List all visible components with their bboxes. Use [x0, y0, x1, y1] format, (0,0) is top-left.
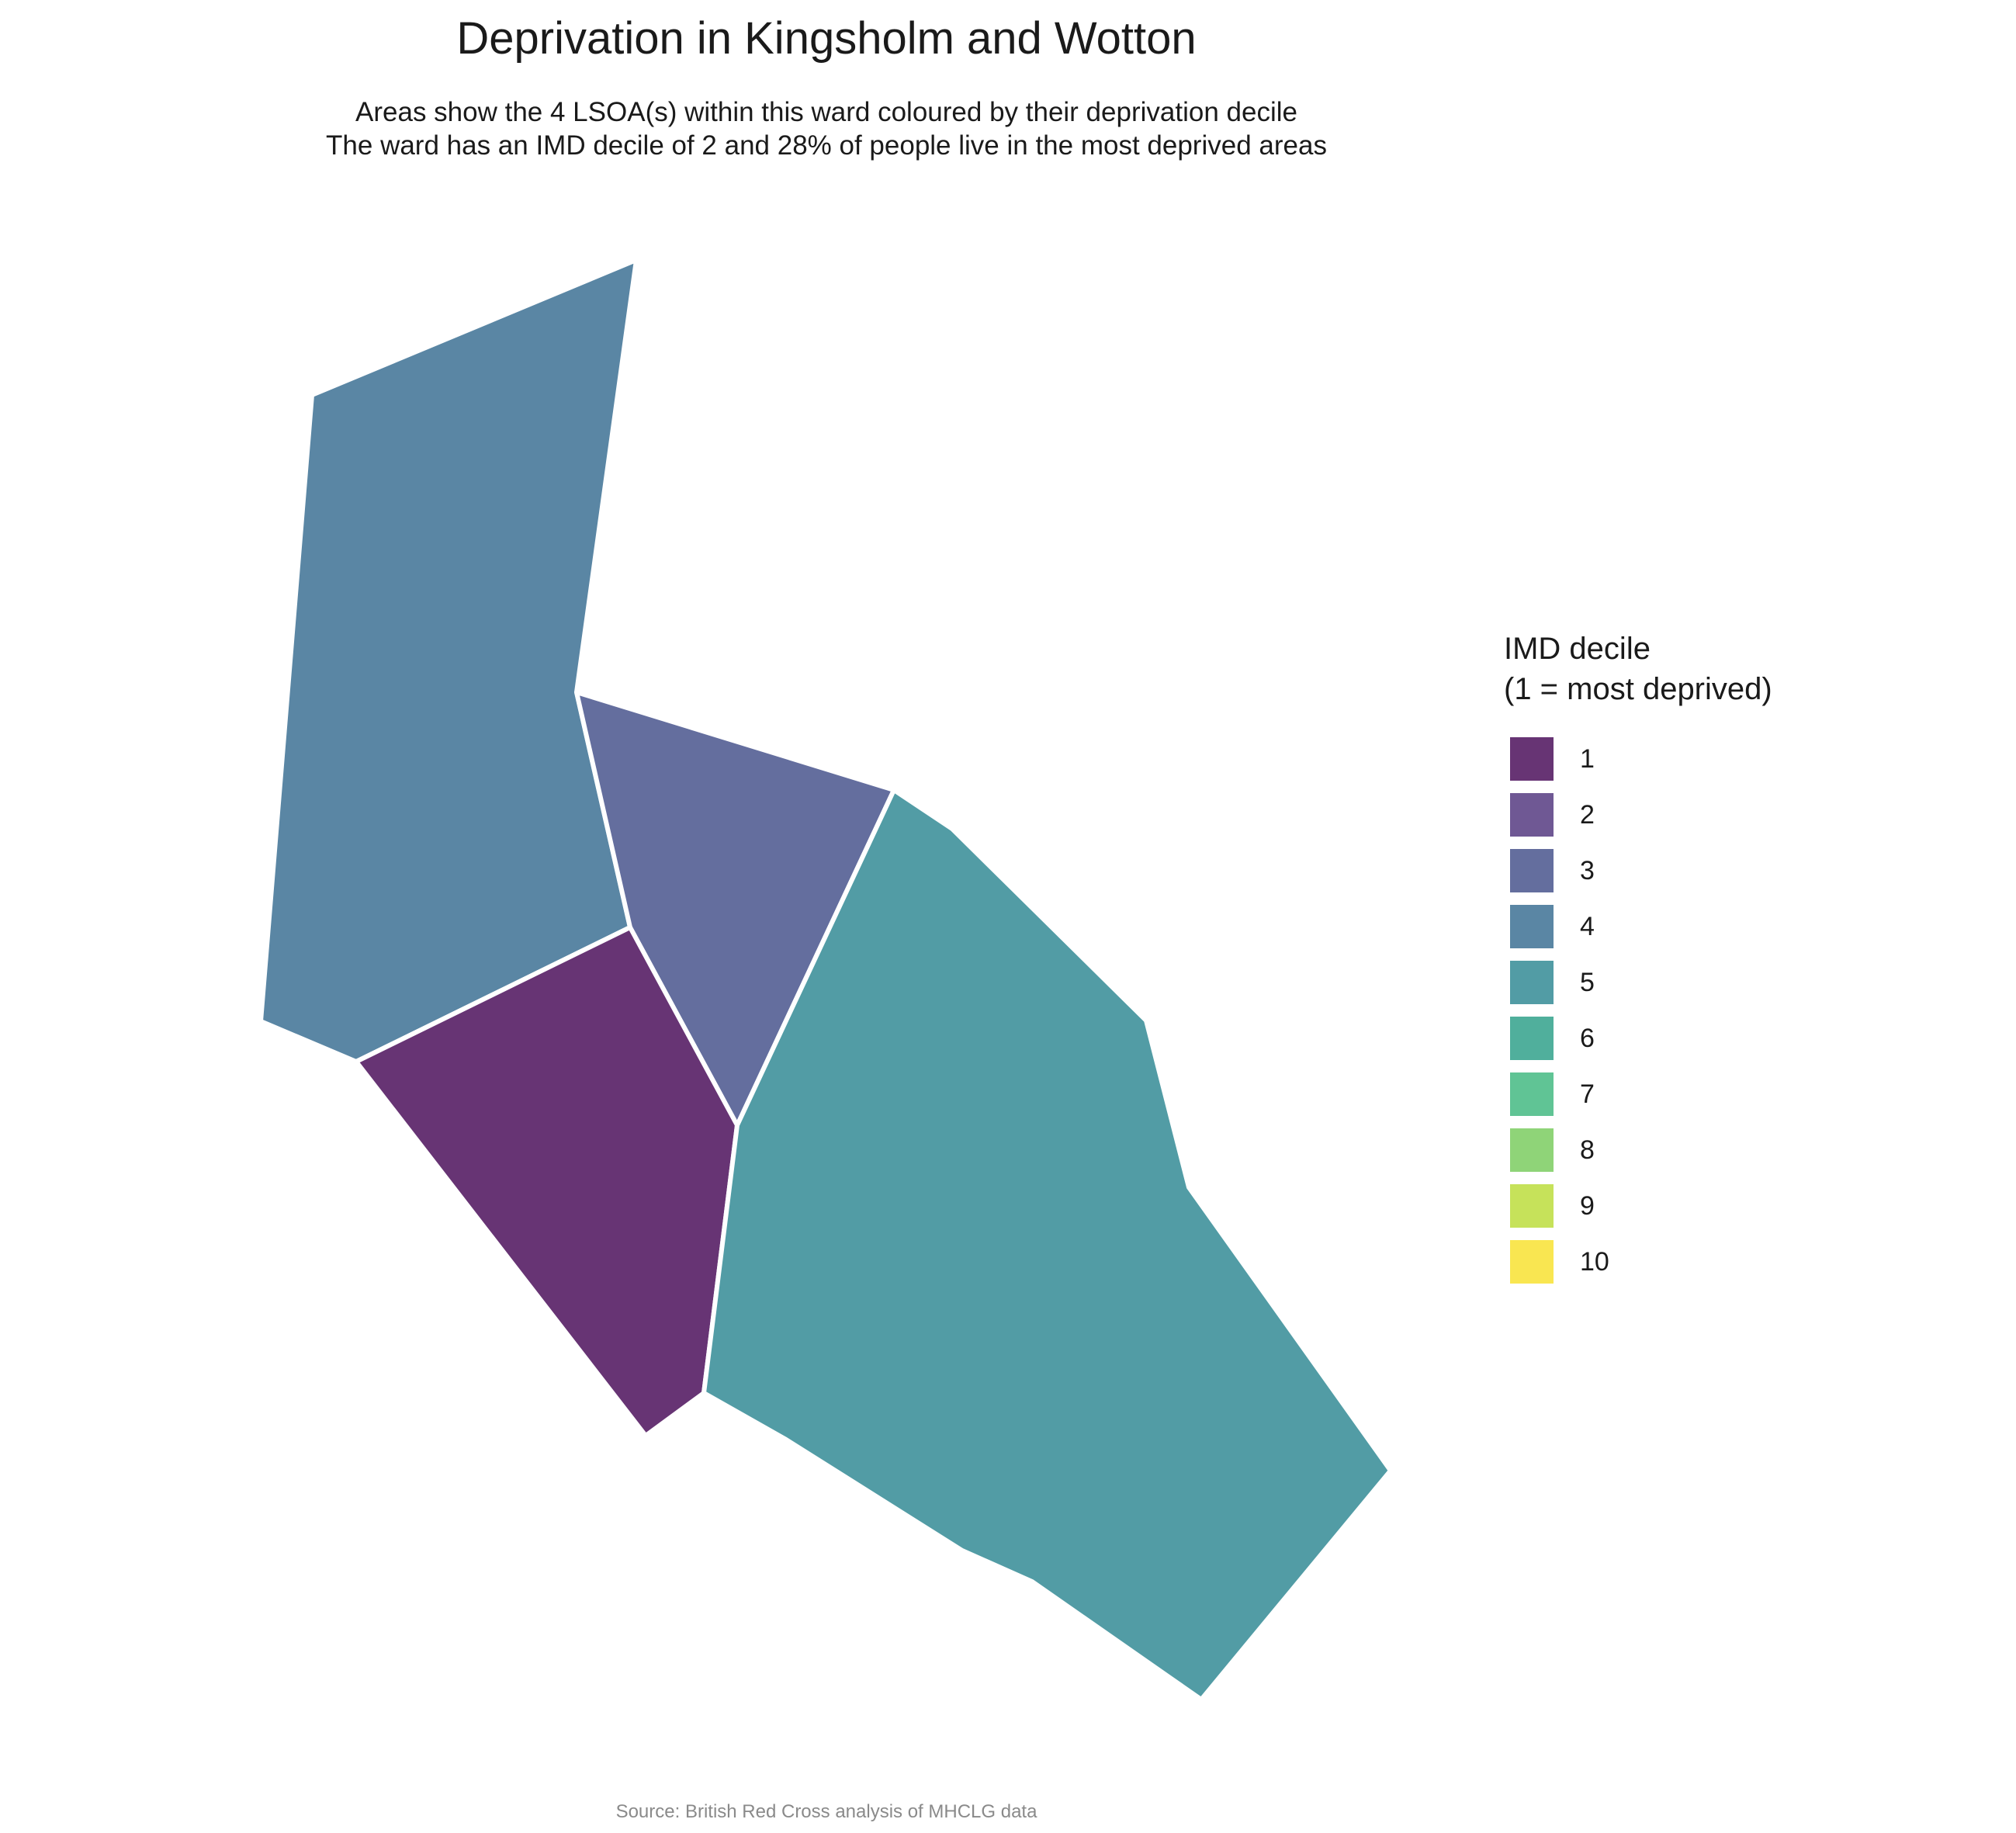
legend-swatch — [1510, 849, 1554, 892]
legend-label: 8 — [1580, 1135, 1595, 1165]
legend-item-5: 5 — [1504, 955, 1969, 1010]
legend-item-3: 3 — [1504, 843, 1969, 899]
legend-label: 5 — [1580, 967, 1595, 997]
legend-title-line-1: IMD decile — [1504, 632, 1651, 666]
legend-swatch — [1510, 1128, 1554, 1172]
legend-swatch — [1510, 905, 1554, 948]
legend-item-4: 4 — [1504, 899, 1969, 955]
lsoa-south-east[interactable] — [701, 788, 1393, 1702]
legend-swatch — [1510, 1240, 1554, 1284]
legend-item-6: 6 — [1504, 1010, 1969, 1066]
legend-label: 1 — [1580, 743, 1595, 774]
source-caption: Source: British Red Cross analysis of MH… — [615, 1801, 1037, 1822]
legend-label: 6 — [1580, 1023, 1595, 1053]
legend-swatch — [1510, 793, 1554, 837]
lsoa-north-west[interactable] — [258, 258, 639, 1064]
legend-item-9: 9 — [1504, 1178, 1969, 1234]
legend-item-1: 1 — [1504, 731, 1969, 787]
legend-label: 3 — [1580, 855, 1595, 885]
legend-label: 4 — [1580, 911, 1595, 941]
legend-items: 1 2 3 4 5 6 7 8 — [1504, 731, 1969, 1290]
legend-swatch — [1510, 1184, 1554, 1228]
legend-swatch — [1510, 737, 1554, 781]
legend-item-10: 10 — [1504, 1234, 1969, 1290]
legend-swatch — [1510, 961, 1554, 1004]
legend-label: 2 — [1580, 799, 1595, 830]
legend-swatch — [1510, 1072, 1554, 1116]
legend-item-2: 2 — [1504, 787, 1969, 843]
legend-swatch — [1510, 1017, 1554, 1060]
legend-label: 9 — [1580, 1190, 1595, 1221]
legend-label: 10 — [1580, 1246, 1609, 1277]
legend: IMD decile (1 = most deprived) 1 2 3 4 5… — [1504, 629, 1969, 1290]
legend-label: 7 — [1580, 1079, 1595, 1109]
map-subtitle-line-1: Areas show the 4 LSOA(s) within this war… — [355, 97, 1297, 127]
map-title: Deprivation in Kingsholm and Wotton — [456, 13, 1197, 64]
legend-item-8: 8 — [1504, 1122, 1969, 1178]
legend-title-line-2: (1 = most deprived) — [1504, 672, 1772, 706]
map-subtitle-line-2: The ward has an IMD decile of 2 and 28% … — [326, 130, 1327, 161]
legend-item-7: 7 — [1504, 1066, 1969, 1122]
